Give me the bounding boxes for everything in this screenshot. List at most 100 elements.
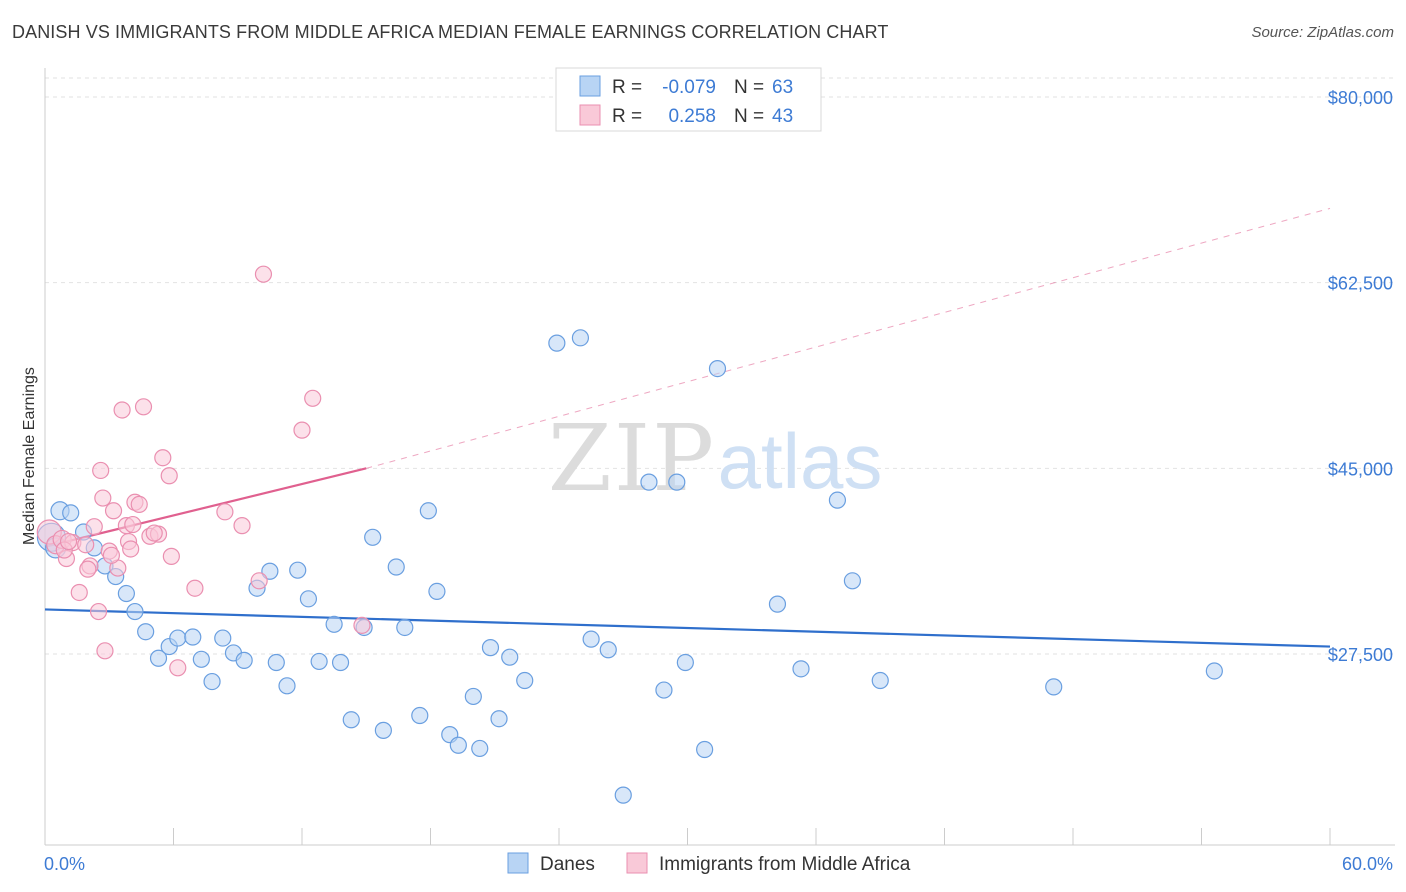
legend-swatch [579, 75, 601, 97]
middle-africa-point [77, 536, 95, 554]
danes-point [792, 660, 810, 678]
y-tick-label: $80,000 [1328, 88, 1393, 108]
legend-swatch [579, 104, 601, 126]
axes [44, 68, 1395, 846]
chart-title: DANISH VS IMMIGRANTS FROM MIDDLE AFRICA … [12, 22, 889, 42]
data-points [36, 265, 1223, 804]
danes-point [516, 671, 534, 690]
danes-point [614, 786, 632, 804]
watermark: ZIP atlas [548, 405, 882, 512]
danes-point [501, 648, 519, 666]
danes-point [1045, 678, 1063, 696]
watermark-zip: ZIP [548, 405, 716, 512]
x-tick-label: 0.0% [44, 854, 85, 874]
danes-point [214, 629, 232, 647]
danes-point [169, 629, 187, 647]
danes-point [278, 677, 296, 695]
middle-africa-point [293, 421, 311, 439]
legend: R = -0.079 N = 63 R = 0.258 N = 43 [555, 67, 822, 132]
middle-africa-point [160, 467, 178, 485]
danes-point [387, 558, 405, 576]
middle-africa-point [113, 401, 131, 419]
middle-africa-point [233, 517, 251, 535]
danes-point [464, 687, 482, 706]
danes-point [310, 652, 328, 671]
danes-point [149, 649, 168, 667]
danes-point [449, 736, 467, 754]
middle-africa-point [304, 389, 322, 407]
bottom-legend-swatch [507, 852, 529, 874]
danes-point [1205, 662, 1223, 680]
bottom-legend-label: Danes [540, 854, 595, 875]
middle-africa-point [134, 398, 153, 416]
danes-point [471, 739, 489, 758]
danes-point [871, 671, 889, 690]
danes-point [668, 473, 686, 491]
legend-n-value: 63 [772, 77, 793, 98]
middle-africa-point [216, 503, 234, 521]
x-tick-label: 60.0% [1342, 854, 1393, 874]
y-tick-label: $62,500 [1328, 274, 1393, 294]
danes-point [62, 504, 80, 522]
danes-point [481, 639, 500, 657]
x-axis-tick-labels: 0.0% 60.0% [44, 854, 1393, 874]
danes-point [599, 641, 617, 659]
danes-point [411, 706, 429, 725]
bottom-legend-swatch [626, 852, 648, 874]
legend-r-label: R = [612, 77, 642, 98]
middle-africa-point [145, 524, 163, 542]
danes-point [342, 711, 360, 729]
legend-r-value: 0.258 [668, 106, 716, 127]
danes-point [289, 561, 307, 579]
middle-africa-point [92, 461, 110, 480]
danes-point [331, 653, 350, 672]
source-label: Source: ZipAtlas.com [1251, 24, 1394, 41]
danes-point [655, 681, 673, 699]
danes-point [768, 595, 787, 613]
danes-point [571, 329, 590, 347]
y-tick-label: $45,000 [1328, 459, 1393, 479]
legend-n-label: N = [734, 77, 764, 98]
danes-point [696, 740, 714, 759]
legend-n-label: N = [734, 106, 764, 127]
middle-africa-point [89, 602, 108, 621]
danes-trend-line [44, 608, 1331, 648]
y-axis-tick-labels: $80,000 $62,500 $45,000 $27,500 [1328, 88, 1393, 665]
danes-point [235, 651, 253, 669]
danes-point [126, 602, 144, 621]
danes-point [548, 334, 566, 352]
danes-point [490, 710, 508, 728]
middle-africa-point [94, 489, 112, 507]
legend-n-value: 43 [772, 106, 793, 127]
danes-point [117, 584, 135, 603]
middle-africa-point [162, 547, 180, 565]
middle-africa-point [70, 583, 88, 602]
middle-africa-point [250, 572, 268, 590]
middle-africa-point [130, 495, 148, 514]
middle-africa-point [102, 546, 120, 564]
danes-point [299, 590, 318, 608]
middle-africa-point [186, 579, 204, 597]
watermark-atlas: atlas [718, 417, 883, 505]
danes-point [184, 628, 202, 646]
middle-africa-point [96, 642, 114, 660]
danes-point [640, 473, 658, 491]
legend-r-value: -0.079 [662, 77, 716, 98]
danes-point [364, 528, 382, 546]
bottom-legend: Danes Immigrants from Middle Africa [507, 852, 911, 875]
legend-r-label: R = [612, 106, 642, 127]
middle-africa-point [353, 616, 371, 634]
y-axis-label: Median Female Earnings [21, 367, 38, 545]
middle-africa-point [85, 518, 103, 536]
danes-point [325, 615, 343, 633]
danes-point [396, 618, 414, 637]
bottom-legend-label: Immigrants from Middle Africa [659, 854, 911, 875]
danes-point [203, 672, 221, 691]
danes-point [419, 502, 437, 520]
middle-africa-point [154, 449, 172, 467]
danes-point [428, 582, 446, 601]
middle-africa-point [169, 659, 187, 677]
middle-africa-point [124, 515, 142, 534]
danes-point [267, 653, 285, 672]
